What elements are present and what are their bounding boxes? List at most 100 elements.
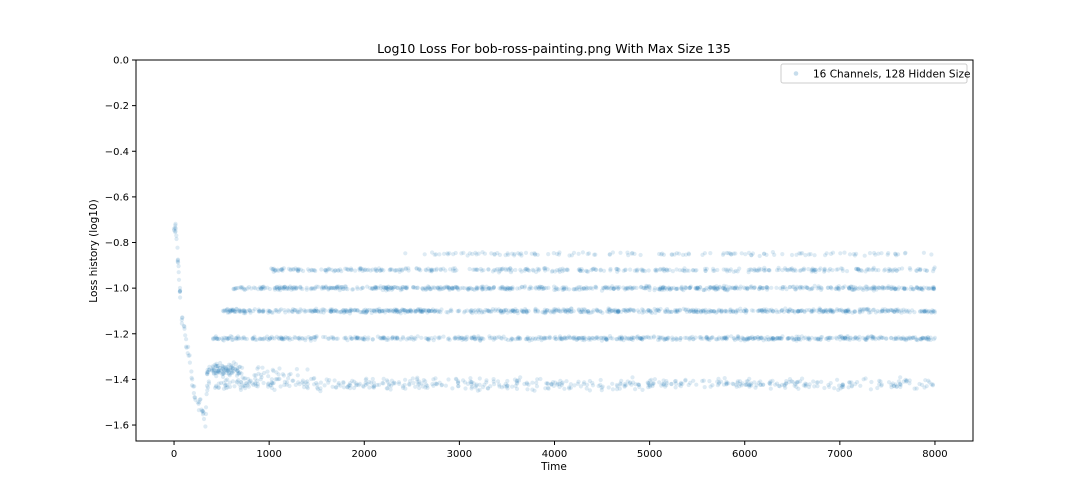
scatter-point [259,375,264,380]
scatter-point [607,252,612,257]
scatter-point [204,383,210,388]
scatter-point [510,286,515,291]
scatter-point [635,308,641,313]
scatter-point [384,386,389,391]
scatter-point [785,267,790,272]
scatter-point [632,251,637,256]
scatter-point [900,266,905,271]
scatter-point [328,286,333,291]
scatter-point [721,285,726,290]
scatter-point [828,266,833,272]
scatter-point [674,286,680,291]
scatter-point [518,267,523,272]
scatter-point [712,268,717,273]
scatter-point [236,371,242,376]
scatter-point [296,266,301,272]
scatter-point [631,285,636,290]
scatter-point [931,286,936,291]
scatter-point [273,268,278,273]
scatter-point [747,383,752,388]
scatter-point [869,379,874,385]
scatter-point [534,269,539,275]
scatter-point [836,284,842,289]
scatter-point [666,285,671,290]
scatter-point [445,251,450,256]
scatter-point [491,285,496,290]
scatter-point [708,384,713,389]
scatter-point [918,267,923,272]
scatter-point [735,269,740,274]
scatter-point [760,286,765,291]
scatter-point [542,266,547,271]
scatter-point [539,336,544,341]
scatter-point [381,285,386,290]
scatter-point [721,267,726,272]
scatter-point [892,287,897,292]
scatter-point [803,253,808,258]
scatter-point [201,410,206,415]
scatter-point [506,286,511,291]
scatter-point [215,364,220,369]
scatter-point [852,309,858,314]
scatter-point [213,371,218,376]
scatter-point [233,362,238,367]
scatter-point [355,286,360,291]
scatter-point [298,284,303,289]
scatter-point [834,307,840,312]
scatter-point [400,287,405,292]
scatter-point [361,383,366,388]
scatter-point [867,286,872,291]
scatter-point [525,266,530,271]
scatter-point [417,266,422,271]
scatter-point [259,286,264,291]
scatter-point [260,285,265,290]
scatter-point [621,268,626,273]
scatter-point [360,268,365,273]
scatter-point [335,284,340,289]
scatter-point [668,287,673,292]
scatter-point [859,307,864,312]
scatter-point [543,268,548,273]
scatter-point [302,309,307,314]
scatter-point [211,371,217,376]
scatter-point [489,251,494,256]
scatter-point [177,288,183,294]
scatter-point [442,285,447,290]
scatter-point [215,369,220,374]
scatter-point [353,268,358,273]
scatter-point [616,286,621,291]
scatter-point [456,287,461,292]
scatter-point [583,307,588,312]
scatter-point [505,287,510,292]
scatter-point [278,267,283,272]
scatter-point [743,286,748,291]
scatter-point [336,268,341,273]
scatter-point [437,252,442,257]
scatter-point [628,285,633,290]
scatter-point [276,377,281,382]
scatter-point [536,286,541,291]
scatter-point [490,286,496,291]
scatter-point [749,308,755,313]
scatter-point [206,379,211,384]
scatter-point [780,286,785,292]
scatter-point [765,287,770,292]
scatter-point [578,309,583,315]
scatter-point [222,365,227,370]
scatter-point [833,335,839,340]
scatter-point [469,286,474,292]
scatter-point [660,251,665,256]
scatter-point [482,251,487,256]
scatter-point [822,269,827,274]
scatter-point [545,267,550,272]
scatter-point [856,267,861,272]
scatter-point [381,268,386,273]
scatter-point [226,368,231,373]
scatter-point [727,268,732,273]
scatter-point [846,285,852,290]
scatter-point [533,336,538,341]
scatter-point [894,336,899,341]
scatter-point [780,268,785,273]
scatter-point [259,286,264,291]
scatter-point [173,229,178,234]
